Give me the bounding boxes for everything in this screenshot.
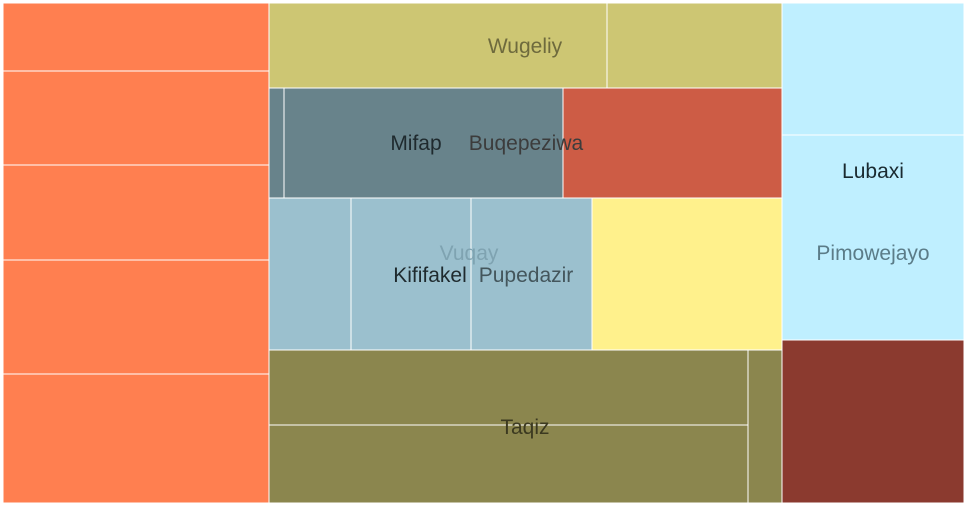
treemap-cell-unlabeled-4 [2, 373, 270, 504]
treemap-cell-mifap-7 [268, 87, 285, 199]
label-buqepeziwa: Buqepeziwa [469, 132, 584, 155]
treemap-cell-taqiz-15 [268, 424, 749, 504]
treemap-cell-wugeliy-6 [606, 2, 783, 89]
treemap-cell-buqepeziwa-9 [562, 87, 783, 199]
label-wugeliy: Wugeliy [488, 35, 563, 58]
treemap-cell-vuqay-10 [268, 197, 352, 351]
treemap-labels: Wugeliy Mifap Buqepeziwa Vuqay Kififakel… [390, 35, 929, 439]
label-kififakel: Kififakel [393, 264, 467, 287]
treemap-cell-unlabeled-3 [2, 259, 270, 375]
treemap-cell-unlabeled-0 [2, 2, 270, 72]
label-taqiz: Taqiz [500, 416, 549, 439]
label-pimowejayo: Pimowejayo [816, 242, 929, 265]
label-mifap: Mifap [390, 132, 441, 155]
treemap-cell-taqiz-16 [747, 349, 783, 504]
label-vuqay: Vuqay [440, 242, 499, 265]
treemap-cell-unlabeled-13 [591, 197, 783, 351]
treemap-cell-unlabeled-1 [2, 70, 270, 166]
label-pupedazir: Pupedazir [479, 264, 574, 287]
treemap-cell-unlabeled-19 [781, 339, 965, 504]
treemap-cell-pimowejayo-18 [781, 134, 965, 341]
treemap-cell-wugeliy-5 [268, 2, 608, 89]
treemap-cell-lubaxi-17 [781, 2, 965, 136]
treemap-cell-taqiz-14 [268, 349, 749, 426]
treemap-cell-unlabeled-2 [2, 164, 270, 261]
treemap-cell-mifap-8 [283, 87, 564, 199]
label-lubaxi: Lubaxi [842, 160, 904, 183]
treemap-cell-pupedazir-12 [470, 197, 593, 351]
